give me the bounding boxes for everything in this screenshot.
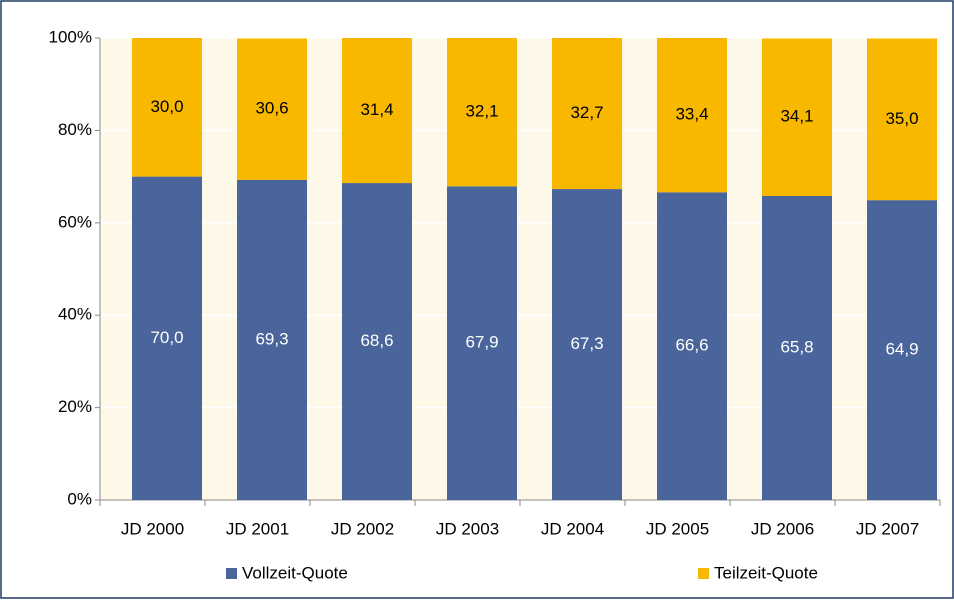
data-label: 65,8	[780, 337, 813, 356]
y-tick-label: 80%	[58, 120, 92, 139]
x-tick-label: JD 2001	[226, 519, 289, 538]
data-label: 64,9	[885, 340, 918, 359]
x-tick-label: JD 2006	[751, 519, 814, 538]
data-label: 68,6	[360, 331, 393, 350]
bar-segment	[237, 179, 307, 501]
data-label: 69,3	[255, 329, 288, 348]
bar-segment	[762, 196, 832, 500]
x-tick-label: JD 2002	[331, 519, 394, 538]
bar-segment	[132, 176, 202, 500]
bar-segment	[447, 38, 517, 187]
legend-swatch	[226, 568, 237, 579]
y-tick-label: 100%	[49, 27, 92, 46]
data-label: 33,4	[675, 105, 708, 124]
bar-segment	[342, 183, 412, 500]
legend-label: Teilzeit-Quote	[714, 563, 818, 582]
bar-segment	[657, 38, 727, 193]
data-label: 32,1	[465, 102, 498, 121]
legend-label: Vollzeit-Quote	[242, 563, 348, 582]
y-tick-label: 0%	[67, 489, 92, 508]
bar-segment	[342, 38, 412, 184]
bar-segment	[447, 186, 517, 500]
data-label: 67,9	[465, 333, 498, 352]
data-label: 32,7	[570, 103, 603, 122]
x-tick-label: JD 2004	[541, 519, 604, 538]
bar-segment	[867, 38, 937, 201]
bar-segment	[132, 38, 202, 177]
bar-segment	[552, 189, 622, 500]
y-tick-label: 40%	[58, 305, 92, 324]
y-tick-label: 20%	[58, 397, 92, 416]
bar-segment	[552, 38, 622, 190]
data-label: 70,0	[150, 328, 183, 347]
x-tick-label: JD 2003	[436, 519, 499, 538]
x-tick-label: JD 2005	[646, 519, 709, 538]
data-label: 35,0	[885, 109, 918, 128]
bar-segment	[762, 38, 832, 197]
bar-segment	[867, 200, 937, 501]
data-label: 67,3	[570, 334, 603, 353]
legend-swatch	[698, 568, 709, 579]
bar-segment	[657, 192, 727, 501]
data-label: 34,1	[780, 107, 813, 126]
data-label: 31,4	[360, 100, 393, 119]
bar-segment	[237, 38, 307, 180]
x-tick-label: JD 2000	[121, 519, 184, 538]
data-label: 66,6	[675, 336, 708, 355]
y-tick-label: 60%	[58, 212, 92, 231]
x-tick-label: JD 2007	[856, 519, 919, 538]
data-label: 30,6	[255, 99, 288, 118]
data-label: 30,0	[150, 97, 183, 116]
